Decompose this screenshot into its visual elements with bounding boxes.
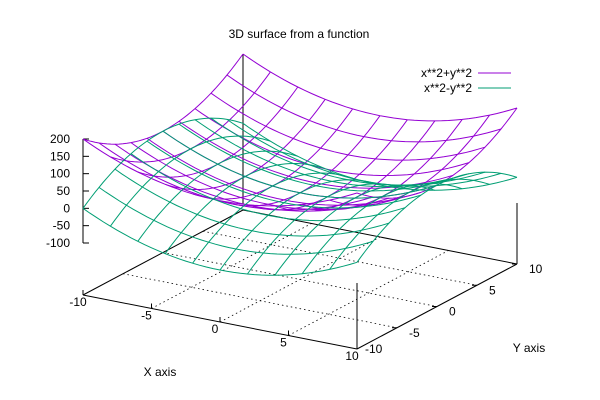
- y-tick-label: -10: [365, 342, 383, 356]
- z-tick-label: 200: [50, 132, 70, 146]
- mesh-line: [82, 207, 358, 276]
- grid-line-x: [151, 223, 312, 309]
- base-grid: [122, 223, 478, 336]
- legend-label-series-2: x**2-y**2: [424, 81, 472, 95]
- legend: x**2+y**2 x**2-y**2: [421, 66, 511, 95]
- mesh-line: [210, 117, 486, 186]
- mesh-line: [192, 172, 353, 264]
- mesh-line: [301, 182, 463, 274]
- z-tick-label: 0: [63, 201, 70, 215]
- x-axis-ticks: -10 -5 0 5 10: [69, 290, 359, 363]
- x-tick-label: -10: [69, 295, 87, 309]
- chart-title: 3D surface from a function: [229, 27, 370, 41]
- x-tick-label: 5: [280, 336, 287, 350]
- y-tick-label: 5: [489, 283, 496, 297]
- mesh-line: [178, 123, 454, 192]
- mesh-line: [226, 74, 502, 143]
- z-tick-label: 150: [50, 149, 70, 163]
- x-tick-label: -5: [141, 309, 152, 323]
- z-tick-label: -50: [53, 219, 71, 233]
- y-axis-label: Y axis: [513, 341, 545, 355]
- surface-meshes: [82, 53, 518, 276]
- y-tick-label: 0: [449, 305, 456, 319]
- mesh-line: [242, 53, 518, 122]
- z-tick-label: 50: [57, 184, 71, 198]
- legend-label-series-1: x**2+y**2: [421, 66, 472, 80]
- z-axis-ticks: 200 150 100 50 0 -50 -100: [46, 132, 89, 250]
- x-tick-label: 0: [212, 322, 219, 336]
- y-tick-label: 10: [529, 262, 543, 276]
- grid-line-y: [162, 252, 438, 307]
- grid-line-y: [202, 230, 478, 286]
- z-tick-label: -100: [46, 236, 70, 250]
- mesh-line: [356, 171, 518, 263]
- y-tick-label: -5: [409, 326, 420, 340]
- mesh-line: [210, 92, 486, 161]
- mesh-line: [329, 178, 490, 270]
- y-axis-ticks: -5 0 5 10 -10: [365, 262, 543, 356]
- grid-line-x: [288, 250, 449, 336]
- x-axis-label: X axis: [144, 365, 177, 379]
- z-tick-label: 100: [50, 167, 70, 181]
- mesh-line: [162, 130, 438, 199]
- surface-series-2: [82, 117, 518, 276]
- mesh-line: [242, 122, 518, 191]
- x-tick-label: 10: [345, 349, 359, 363]
